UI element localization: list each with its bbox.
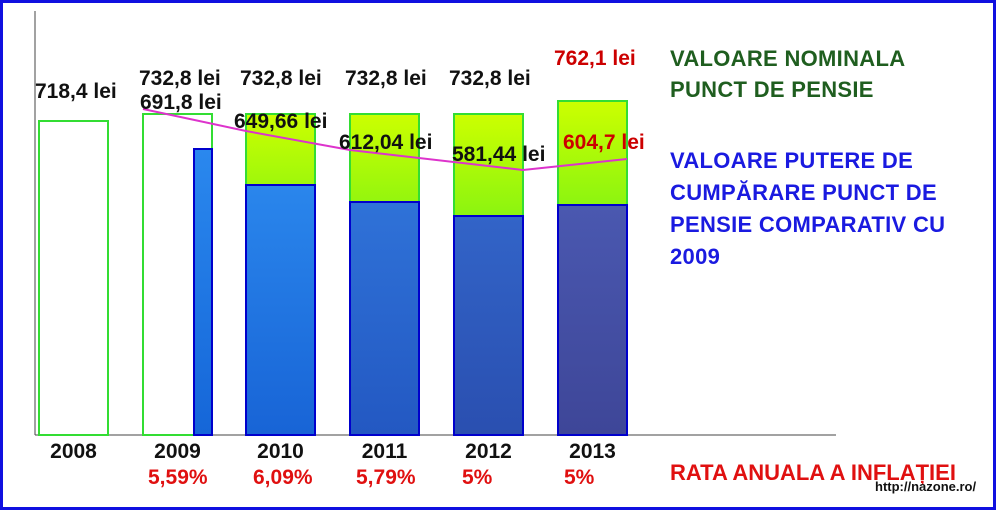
bar-chart: 718,4 lei 732,8 lei 732,8 lei 732,8 lei 732,…	[34, 11, 836, 489]
legend-nominal-text: VALOARE NOMINALA PUNCT DE PENSIE	[670, 46, 905, 102]
inflation-label-2010: 6,09%	[253, 466, 313, 489]
category-label-2011: 2011	[362, 440, 408, 463]
purchasing-value-label-2010: 649,66 lei	[234, 110, 327, 133]
purchasing-value-label-2012: 581,44 lei	[452, 143, 545, 166]
purchasing-value-label-2013: 604,7 lei	[563, 131, 645, 154]
legend-purchasing: VALOARE PUTERE DE CUMPĂRARE PUNCT DE PEN…	[670, 145, 990, 273]
source-link[interactable]: http://nazone.ro/	[875, 479, 976, 494]
legend-inflation-text: RATA ANUALA A INFLAȚIEI	[670, 460, 956, 485]
category-label-2013: 2013	[569, 440, 616, 463]
inflation-label-2009: 5,59%	[148, 466, 208, 489]
category-label-2012: 2012	[465, 440, 512, 463]
purchasing-bar-2012	[453, 215, 524, 436]
legend-nominal: VALOARE NOMINALA PUNCT DE PENSIE	[670, 43, 970, 105]
purchasing-bar-2011	[349, 201, 420, 436]
purchasing-bar-2013	[557, 204, 628, 436]
nominal-bar-2008	[38, 120, 109, 436]
inflation-label-2012: 5%	[462, 466, 493, 489]
nominal-value-label-2009: 732,8 lei	[139, 67, 221, 90]
nominal-value-label-2011: 732,8 lei	[345, 67, 427, 90]
purchasing-bar-2010	[245, 184, 316, 436]
purchasing-trend-line	[142, 108, 628, 172]
nominal-value-label-2013: 762,1 lei	[554, 47, 636, 70]
legend-purchasing-text: VALOARE PUTERE DE CUMPĂRARE PUNCT DE PEN…	[670, 148, 946, 269]
nominal-value-label-2010: 732,8 lei	[240, 67, 322, 90]
purchasing-value-label-2011: 612,04 lei	[339, 131, 432, 154]
category-label-2008: 2008	[50, 440, 97, 463]
legend-inflation: RATA ANUALA A INFLAȚIEI	[670, 460, 956, 486]
purchasing-value-label-2009: 691,8 lei	[140, 91, 222, 114]
category-label-2010: 2010	[257, 440, 304, 463]
nominal-value-label-2008: 718,4 lei	[35, 80, 117, 103]
purchasing-bar-2009	[193, 148, 213, 436]
category-label-2009: 2009	[154, 440, 201, 463]
inflation-label-2011: 5,79%	[356, 466, 416, 489]
nominal-value-label-2012: 732,8 lei	[449, 67, 531, 90]
source-link-text[interactable]: http://nazone.ro/	[875, 479, 977, 494]
inflation-label-2013: 5%	[564, 466, 595, 489]
